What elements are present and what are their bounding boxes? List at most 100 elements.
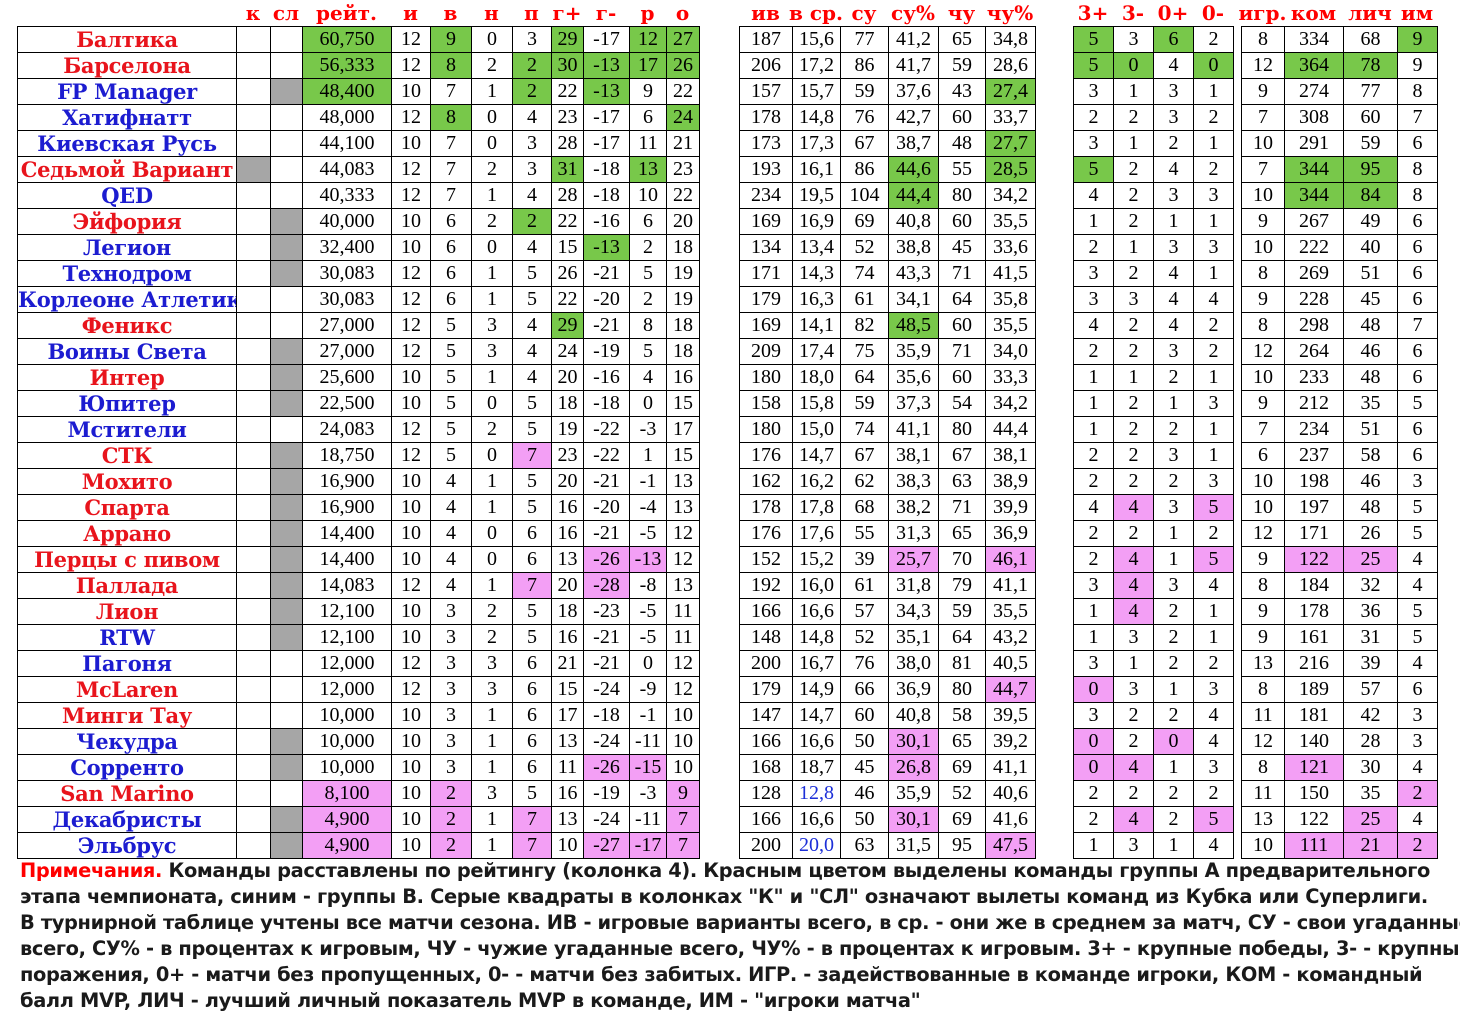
cell-goal-diff: -11 — [629, 728, 667, 755]
cell-man-of-match: 9 — [1397, 26, 1438, 53]
team-name: Киевская Русь — [17, 130, 237, 157]
cup-eliminated-cell — [236, 650, 271, 677]
cell-goal-diff: -1 — [629, 702, 667, 729]
notes-line: всего, СУ% - в процентах к игровым, ЧУ -… — [20, 937, 1460, 960]
cell-other-guessed-pct: 33,7 — [985, 104, 1036, 131]
cell-best-mvp: 25 — [1343, 806, 1398, 833]
cell-best-mvp: 78 — [1343, 52, 1398, 79]
cell-variants-avg: 17,8 — [792, 494, 841, 521]
table-row: Юпитер 22,500 10 5 0 5 18 -18 0 15 — [17, 390, 700, 417]
cup-eliminated-cell — [236, 364, 271, 391]
cell-own-guessed: 67 — [840, 442, 889, 469]
cell-losses: 4 — [512, 104, 552, 131]
cell-goals-for: 13 — [551, 546, 584, 573]
cell-team-mvp: 298 — [1284, 312, 1344, 339]
cell-big-losses: 2 — [1113, 182, 1154, 209]
notes-section: Примечания. Команды расставлены по рейти… — [20, 858, 1460, 1014]
superleague-eliminated-cell — [270, 598, 303, 625]
cell-team-mvp: 140 — [1284, 728, 1344, 755]
cell-other-guessed-pct: 34,0 — [985, 338, 1036, 365]
cell-clean-sheets: 2 — [1153, 130, 1194, 157]
cell-draws: 1 — [471, 806, 513, 833]
team-name: Аррано — [17, 520, 237, 547]
cell-best-mvp: 48 — [1343, 364, 1398, 391]
cell-clean-sheets: 3 — [1153, 442, 1194, 469]
cell-big-wins: 3 — [1073, 78, 1114, 105]
cell-losses: 6 — [512, 754, 552, 781]
cell-team-mvp: 237 — [1284, 442, 1344, 469]
cell-big-wins: 4 — [1073, 312, 1114, 339]
cell-games: 10 — [391, 468, 431, 495]
cell-own-guessed: 63 — [840, 832, 889, 859]
cell-variants: 152 — [739, 546, 793, 573]
cell-variants-avg: 14,7 — [792, 442, 841, 469]
cup-eliminated-cell — [236, 234, 271, 261]
cell-goals-against: -28 — [583, 572, 630, 599]
cell-best-mvp: 36 — [1343, 598, 1398, 625]
superleague-eliminated-cell — [270, 78, 303, 105]
table-row: Сорренто 10,000 10 3 1 6 11 -26 -15 10 — [17, 754, 700, 781]
cell-other-guessed: 55 — [938, 156, 986, 183]
superleague-eliminated-cell — [270, 624, 303, 651]
cell-variants-avg: 17,6 — [792, 520, 841, 547]
cell-games: 12 — [391, 338, 431, 365]
cell-games: 10 — [391, 546, 431, 573]
table-row: 147 14,7 60 40,8 58 39,5 — [739, 702, 1036, 729]
cell-big-wins: 2 — [1073, 338, 1114, 365]
cell-goal-diff: -13 — [629, 546, 667, 573]
team-name: Эйфория — [17, 208, 237, 235]
table-row: 11 181 42 3 — [1241, 702, 1438, 729]
cell-wins: 3 — [430, 702, 472, 729]
cell-variants: 169 — [739, 208, 793, 235]
table-row: 192 16,0 61 31,8 79 41,1 — [739, 572, 1036, 599]
cell-big-wins: 1 — [1073, 364, 1114, 391]
header-losses: п — [524, 1, 539, 25]
cell-big-wins: 4 — [1073, 182, 1114, 209]
notes-line: балл MVP, ЛИЧ - лучший личный показатель… — [20, 989, 921, 1012]
superleague-eliminated-cell — [270, 650, 303, 677]
cell-man-of-match: 6 — [1397, 416, 1438, 443]
team-name: Минги Тау — [17, 702, 237, 729]
superleague-eliminated-cell — [270, 494, 303, 521]
cell-variants: 193 — [739, 156, 793, 183]
team-name: Чекудра — [17, 728, 237, 755]
cell-rating: 12,000 — [302, 650, 392, 677]
cell-losses: 4 — [512, 338, 552, 365]
cell-goals-against: -18 — [583, 390, 630, 417]
cell-players: 9 — [1241, 598, 1285, 625]
cell-losses: 7 — [512, 572, 552, 599]
cell-goals-against: -21 — [583, 468, 630, 495]
cell-goals-for: 16 — [551, 520, 584, 547]
cell-own-guessed: 67 — [840, 130, 889, 157]
cell-other-guessed-pct: 41,1 — [985, 572, 1036, 599]
cell-variants-avg: 15,8 — [792, 390, 841, 417]
cell-own-guessed: 59 — [840, 78, 889, 105]
cell-big-losses: 1 — [1113, 364, 1154, 391]
cell-games: 12 — [391, 52, 431, 79]
cell-games: 12 — [391, 182, 431, 209]
header-big-losses: 3- — [1121, 1, 1145, 25]
cell-rating: 48,000 — [302, 104, 392, 131]
cell-other-guessed-pct: 27,7 — [985, 130, 1036, 157]
cell-big-losses: 2 — [1113, 468, 1154, 495]
cup-eliminated-cell — [236, 52, 271, 79]
cell-no-goals: 4 — [1193, 572, 1234, 599]
cell-no-goals: 2 — [1193, 650, 1234, 677]
cell-best-mvp: 77 — [1343, 78, 1398, 105]
cell-own-guessed-pct: 31,5 — [888, 832, 939, 859]
cell-other-guessed: 65 — [938, 520, 986, 547]
cell-variants: 148 — [739, 624, 793, 651]
table-row: 8 184 32 4 — [1241, 572, 1438, 599]
cell-big-losses: 3 — [1113, 26, 1154, 53]
cell-goals-against: -19 — [583, 780, 630, 807]
cell-variants-avg: 17,2 — [792, 52, 841, 79]
cell-man-of-match: 2 — [1397, 780, 1438, 807]
cup-eliminated-cell — [236, 338, 271, 365]
cell-losses: 5 — [512, 494, 552, 521]
cell-team-mvp: 222 — [1284, 234, 1344, 261]
cell-no-goals: 4 — [1193, 286, 1234, 313]
